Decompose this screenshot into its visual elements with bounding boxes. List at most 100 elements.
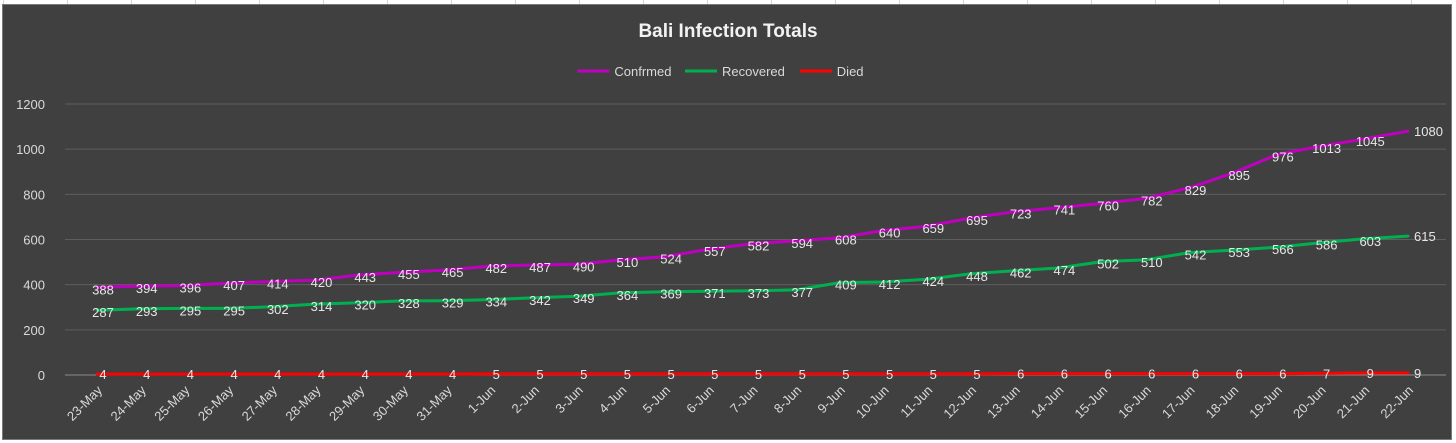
data-label: 553 <box>1228 245 1250 260</box>
data-label: 542 <box>1185 248 1207 263</box>
x-tick-label: 9-Jun <box>814 383 848 417</box>
data-label: 502 <box>1097 257 1119 272</box>
sheet-column-line <box>963 0 964 4</box>
data-label: 371 <box>704 286 726 301</box>
legend-entry: Recovered <box>722 64 785 79</box>
data-label: 490 <box>573 259 595 274</box>
sheet-column-line <box>579 0 580 4</box>
data-label: 465 <box>442 265 464 280</box>
data-label: 4 <box>449 367 456 382</box>
legend: Confrmed Recovered Died <box>577 64 864 79</box>
y-tick-label: 1200 <box>16 97 45 112</box>
y-axis: 0 200 400 600 800 1000 1200 <box>16 97 45 383</box>
data-label: 4 <box>318 367 325 382</box>
data-label: 443 <box>354 270 376 285</box>
x-tick-label: 22-Jun <box>1377 383 1416 422</box>
sheet-column-line <box>1155 0 1156 4</box>
x-tick-label: 20-Jun <box>1290 383 1329 422</box>
data-label: 760 <box>1097 198 1119 213</box>
data-label: 976 <box>1272 150 1294 165</box>
legend-entry: Died <box>837 64 864 79</box>
data-label: 364 <box>617 288 639 303</box>
data-label: 377 <box>791 285 813 300</box>
x-tick-label: 12-Jun <box>940 383 979 422</box>
x-tick-label: 11-Jun <box>897 383 935 421</box>
data-label: 5 <box>973 367 980 382</box>
y-tick-label: 0 <box>38 368 45 383</box>
data-label: 420 <box>311 275 333 290</box>
data-label: 6 <box>1279 367 1286 382</box>
data-label: 349 <box>573 291 595 306</box>
sheet-column-line <box>1283 0 1284 4</box>
x-tick-label: 25-May <box>151 382 193 424</box>
data-label: 723 <box>1010 207 1032 222</box>
data-label: 394 <box>136 281 158 296</box>
data-labels: 388 394 396 407 414 420 443 455 465 482 487 490 510 5… <box>92 124 1443 382</box>
sheet-column-line <box>259 0 260 4</box>
data-label: 5 <box>536 367 543 382</box>
data-label: 328 <box>398 296 420 311</box>
data-label: 6 <box>1148 367 1155 382</box>
data-label: 582 <box>748 239 770 254</box>
data-label: 5 <box>930 367 937 382</box>
x-tick-label: 30-May <box>370 382 412 424</box>
data-label: 695 <box>966 213 988 228</box>
data-label: 334 <box>485 295 507 310</box>
chart-title: Bali Infection Totals <box>638 21 817 42</box>
data-label: 603 <box>1359 234 1381 249</box>
x-tick-label: 28-May <box>282 382 324 424</box>
x-tick-label: 10-Jun <box>853 383 892 422</box>
x-tick-label: 4-Jun <box>596 383 630 417</box>
sheet-column-line <box>131 0 132 4</box>
data-label: 5 <box>493 367 500 382</box>
x-tick-label: 31-May <box>413 382 455 424</box>
data-label: 369 <box>660 287 682 302</box>
x-tick-label: 26-May <box>195 382 237 424</box>
data-label: 4 <box>99 367 106 382</box>
data-label: 295 <box>223 303 245 318</box>
data-label: 895 <box>1228 168 1250 183</box>
x-tick-label: 8-Jun <box>771 383 805 417</box>
data-label: 5 <box>667 367 674 382</box>
x-tick-label: 21-Jun <box>1334 383 1373 422</box>
x-tick-label: 16-Jun <box>1115 383 1154 422</box>
data-label: 388 <box>92 282 114 297</box>
sheet-column-line <box>1411 0 1412 4</box>
data-label: 6 <box>1192 367 1199 382</box>
sheet-column-line <box>1347 0 1348 4</box>
y-tick-label: 200 <box>23 323 45 338</box>
sheet-column-line <box>771 0 772 4</box>
data-label: 4 <box>143 367 150 382</box>
x-tick-label: 13-Jun <box>984 383 1023 422</box>
series-line-recovered <box>95 234 1410 312</box>
data-label: 4 <box>405 367 412 382</box>
sheet-column-line <box>515 0 516 4</box>
x-tick-label: 24-May <box>108 382 150 424</box>
sheet-column-line <box>195 0 196 4</box>
data-label: 329 <box>442 296 464 311</box>
data-label: 482 <box>485 261 507 276</box>
data-label: 396 <box>180 281 202 296</box>
data-label: 557 <box>704 244 726 259</box>
data-label: 9 <box>1367 366 1374 381</box>
data-label: 7 <box>1323 366 1330 381</box>
data-label: 659 <box>922 221 944 236</box>
y-tick-label: 800 <box>23 187 45 202</box>
y-tick-label: 1000 <box>16 142 45 157</box>
data-label: 5 <box>711 367 718 382</box>
data-label: 407 <box>223 278 245 293</box>
data-label: 455 <box>398 267 420 282</box>
data-label: 6 <box>1236 367 1243 382</box>
data-label: 4 <box>187 367 194 382</box>
sheet-column-line <box>1027 0 1028 4</box>
x-tick-label: 29-May <box>326 382 368 424</box>
line-chart: Bali Infection Totals Confrmed Recovered D… <box>16 21 1446 424</box>
data-label: 524 <box>660 252 682 267</box>
sheet-column-line <box>323 0 324 4</box>
data-label: 5 <box>886 367 893 382</box>
chart-area[interactable]: Bali Infection Totals Confrmed Recovered D… <box>2 4 1452 440</box>
data-label: 829 <box>1185 183 1207 198</box>
x-tick-label: 17-Jun <box>1159 383 1198 422</box>
series-line-confrmed <box>95 129 1410 289</box>
x-tick-label: 27-May <box>239 382 281 424</box>
